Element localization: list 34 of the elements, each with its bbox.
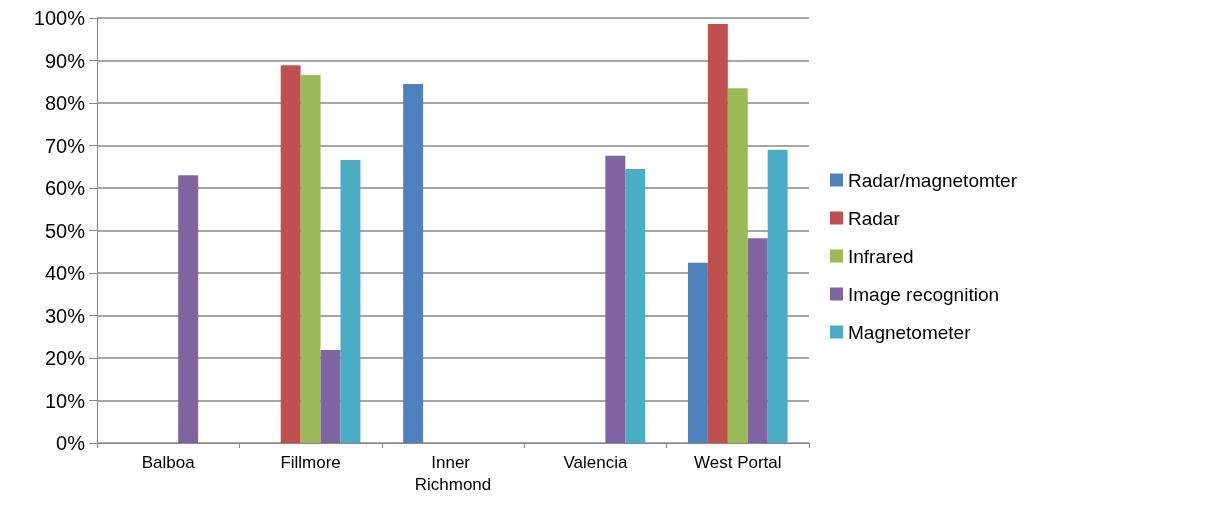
bar — [727, 88, 748, 443]
y-tick-label: 60% — [44, 177, 86, 199]
bar — [687, 262, 708, 443]
x-tick-label: Valencia — [563, 452, 628, 472]
legend-label: Infrared — [848, 245, 914, 267]
bar — [747, 238, 768, 443]
bar — [320, 349, 341, 443]
x-tick-label: Inner Richmond — [414, 452, 492, 494]
y-tick-label: 0% — [56, 432, 86, 454]
legend-label: Radar — [848, 207, 901, 229]
y-tick-label: 90% — [44, 49, 86, 72]
bar — [340, 159, 361, 443]
y-tick-label: 20% — [44, 347, 86, 369]
legend-label: Radar/magnetomter — [848, 169, 1018, 191]
legend-label: Image recognition — [848, 283, 1000, 305]
y-tick-label: 70% — [44, 134, 86, 157]
bar — [300, 74, 321, 443]
x-tick-label: West Portal — [694, 452, 782, 472]
legend-label: Magnetometer — [848, 321, 972, 343]
y-tick-label: 100% — [33, 7, 86, 29]
y-tick-label: 80% — [44, 92, 86, 114]
y-tick-label: 50% — [44, 219, 86, 242]
bar — [625, 168, 646, 443]
y-tick-label: 10% — [44, 389, 86, 412]
bar — [403, 83, 424, 443]
bar — [605, 155, 626, 443]
x-tick-label: Balboa — [141, 452, 196, 472]
y-tick-label: 30% — [44, 304, 86, 327]
bar — [280, 65, 301, 443]
bar — [767, 149, 788, 443]
y-tick-label: 40% — [44, 262, 86, 284]
x-tick-label: Fillmore — [280, 452, 341, 472]
bar — [707, 23, 728, 443]
bar — [178, 175, 199, 443]
